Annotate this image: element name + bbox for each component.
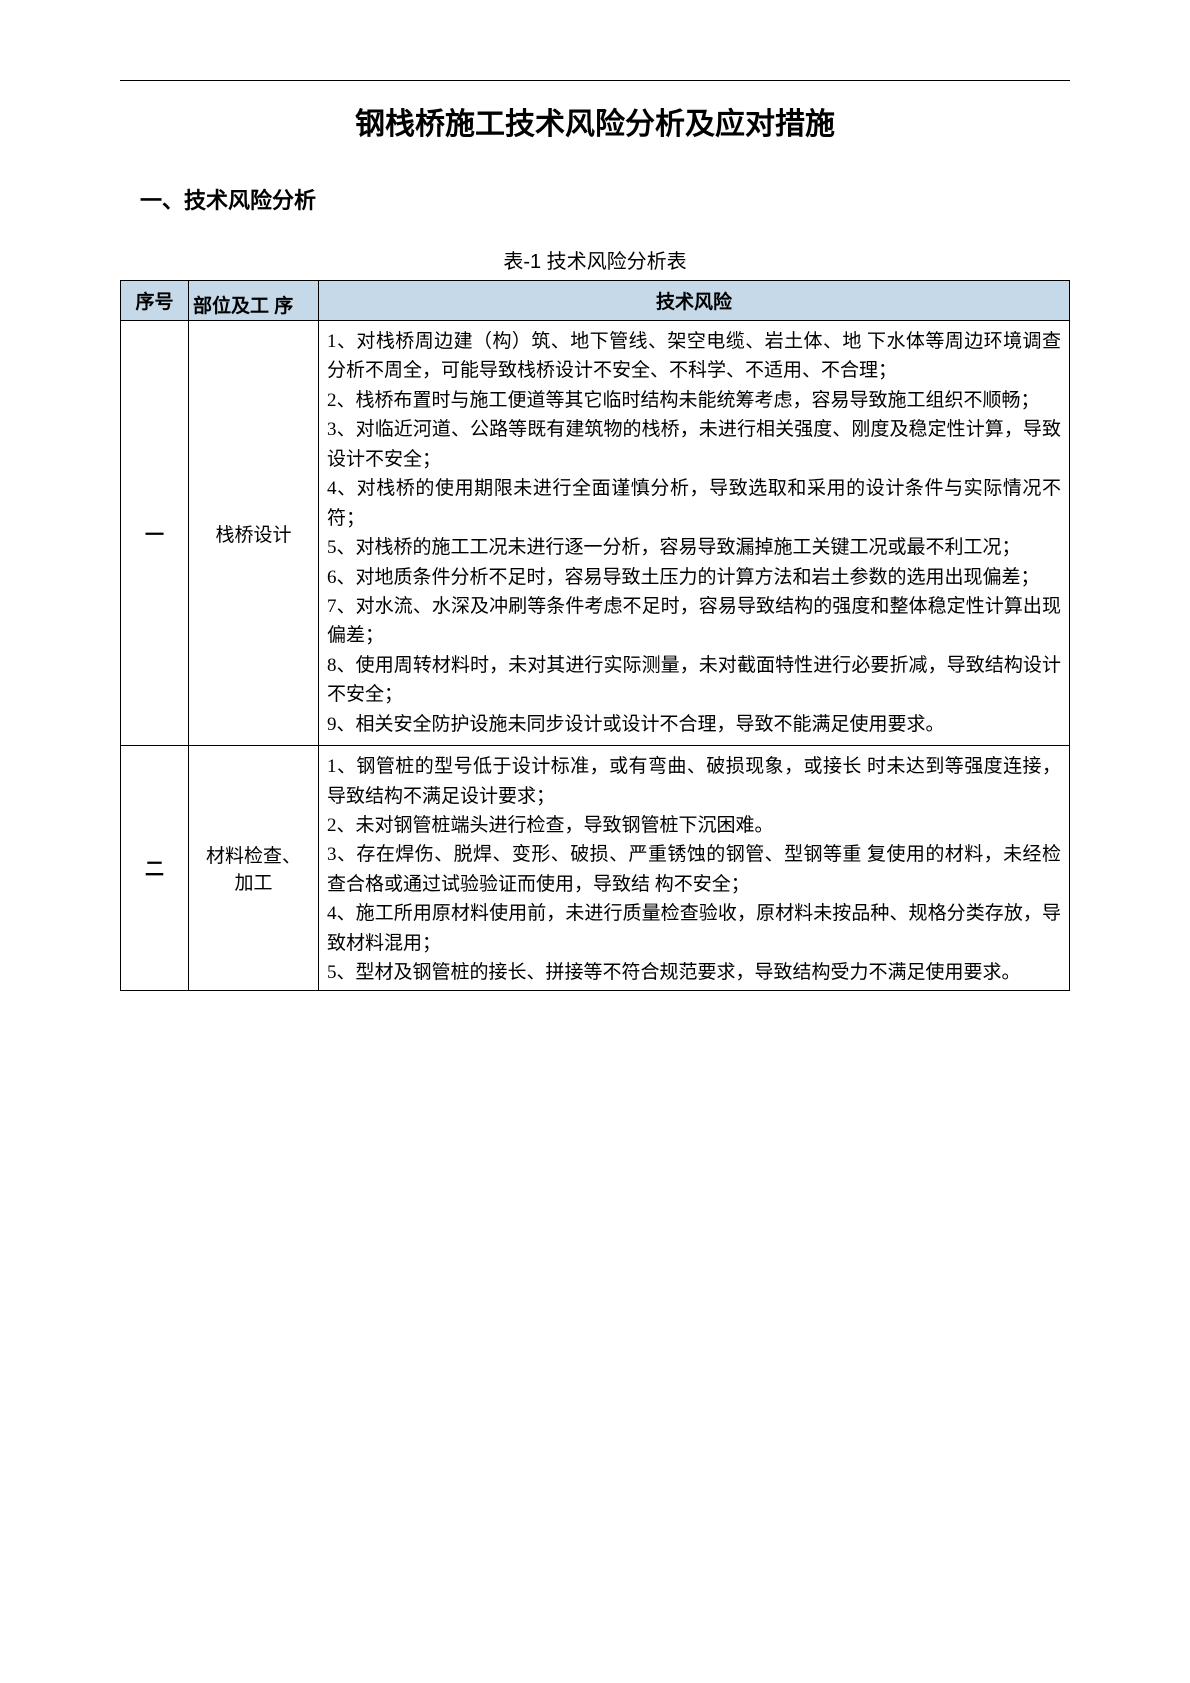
risk-analysis-table: 序号 部位及工 序 技术风险 一 栈桥设计 1、对栈桥周边建（构）筑、地下管线、… — [120, 280, 1070, 991]
header-risk: 技术风险 — [319, 281, 1070, 321]
cell-part-1: 栈桥设计 — [189, 321, 319, 746]
header-part: 部位及工 序 — [189, 281, 319, 321]
table-row: 二 材料检查、加工 1、钢管桩的型号低于设计标准，或有弯曲、破损现象，或接长 时… — [121, 746, 1070, 991]
risk-text-1: 1、对栈桥周边建（构）筑、地下管线、架空电缆、岩土体、地 下水体等周边环境调查分… — [327, 327, 1061, 739]
cell-risk-1: 1、对栈桥周边建（构）筑、地下管线、架空电缆、岩土体、地 下水体等周边环境调查分… — [319, 321, 1070, 746]
cell-num-1: 一 — [121, 321, 189, 746]
cell-part-2: 材料检查、加工 — [189, 746, 319, 991]
table-caption: 表-1 技术风险分析表 — [120, 245, 1070, 274]
document-title: 钢栈桥施工技术风险分析及应对措施 — [120, 99, 1070, 143]
header-num: 序号 — [121, 281, 189, 321]
table-header-row: 序号 部位及工 序 技术风险 — [121, 281, 1070, 321]
section-heading-1: 一、技术风险分析 — [140, 183, 1070, 215]
table-row: 一 栈桥设计 1、对栈桥周边建（构）筑、地下管线、架空电缆、岩土体、地 下水体等… — [121, 321, 1070, 746]
risk-text-2: 1、钢管桩的型号低于设计标准，或有弯曲、破损现象，或接长 时未达到等强度连接，导… — [327, 752, 1061, 988]
cell-risk-2: 1、钢管桩的型号低于设计标准，或有弯曲、破损现象，或接长 时未达到等强度连接，导… — [319, 746, 1070, 991]
top-horizontal-rule — [120, 80, 1070, 81]
cell-num-2: 二 — [121, 746, 189, 991]
